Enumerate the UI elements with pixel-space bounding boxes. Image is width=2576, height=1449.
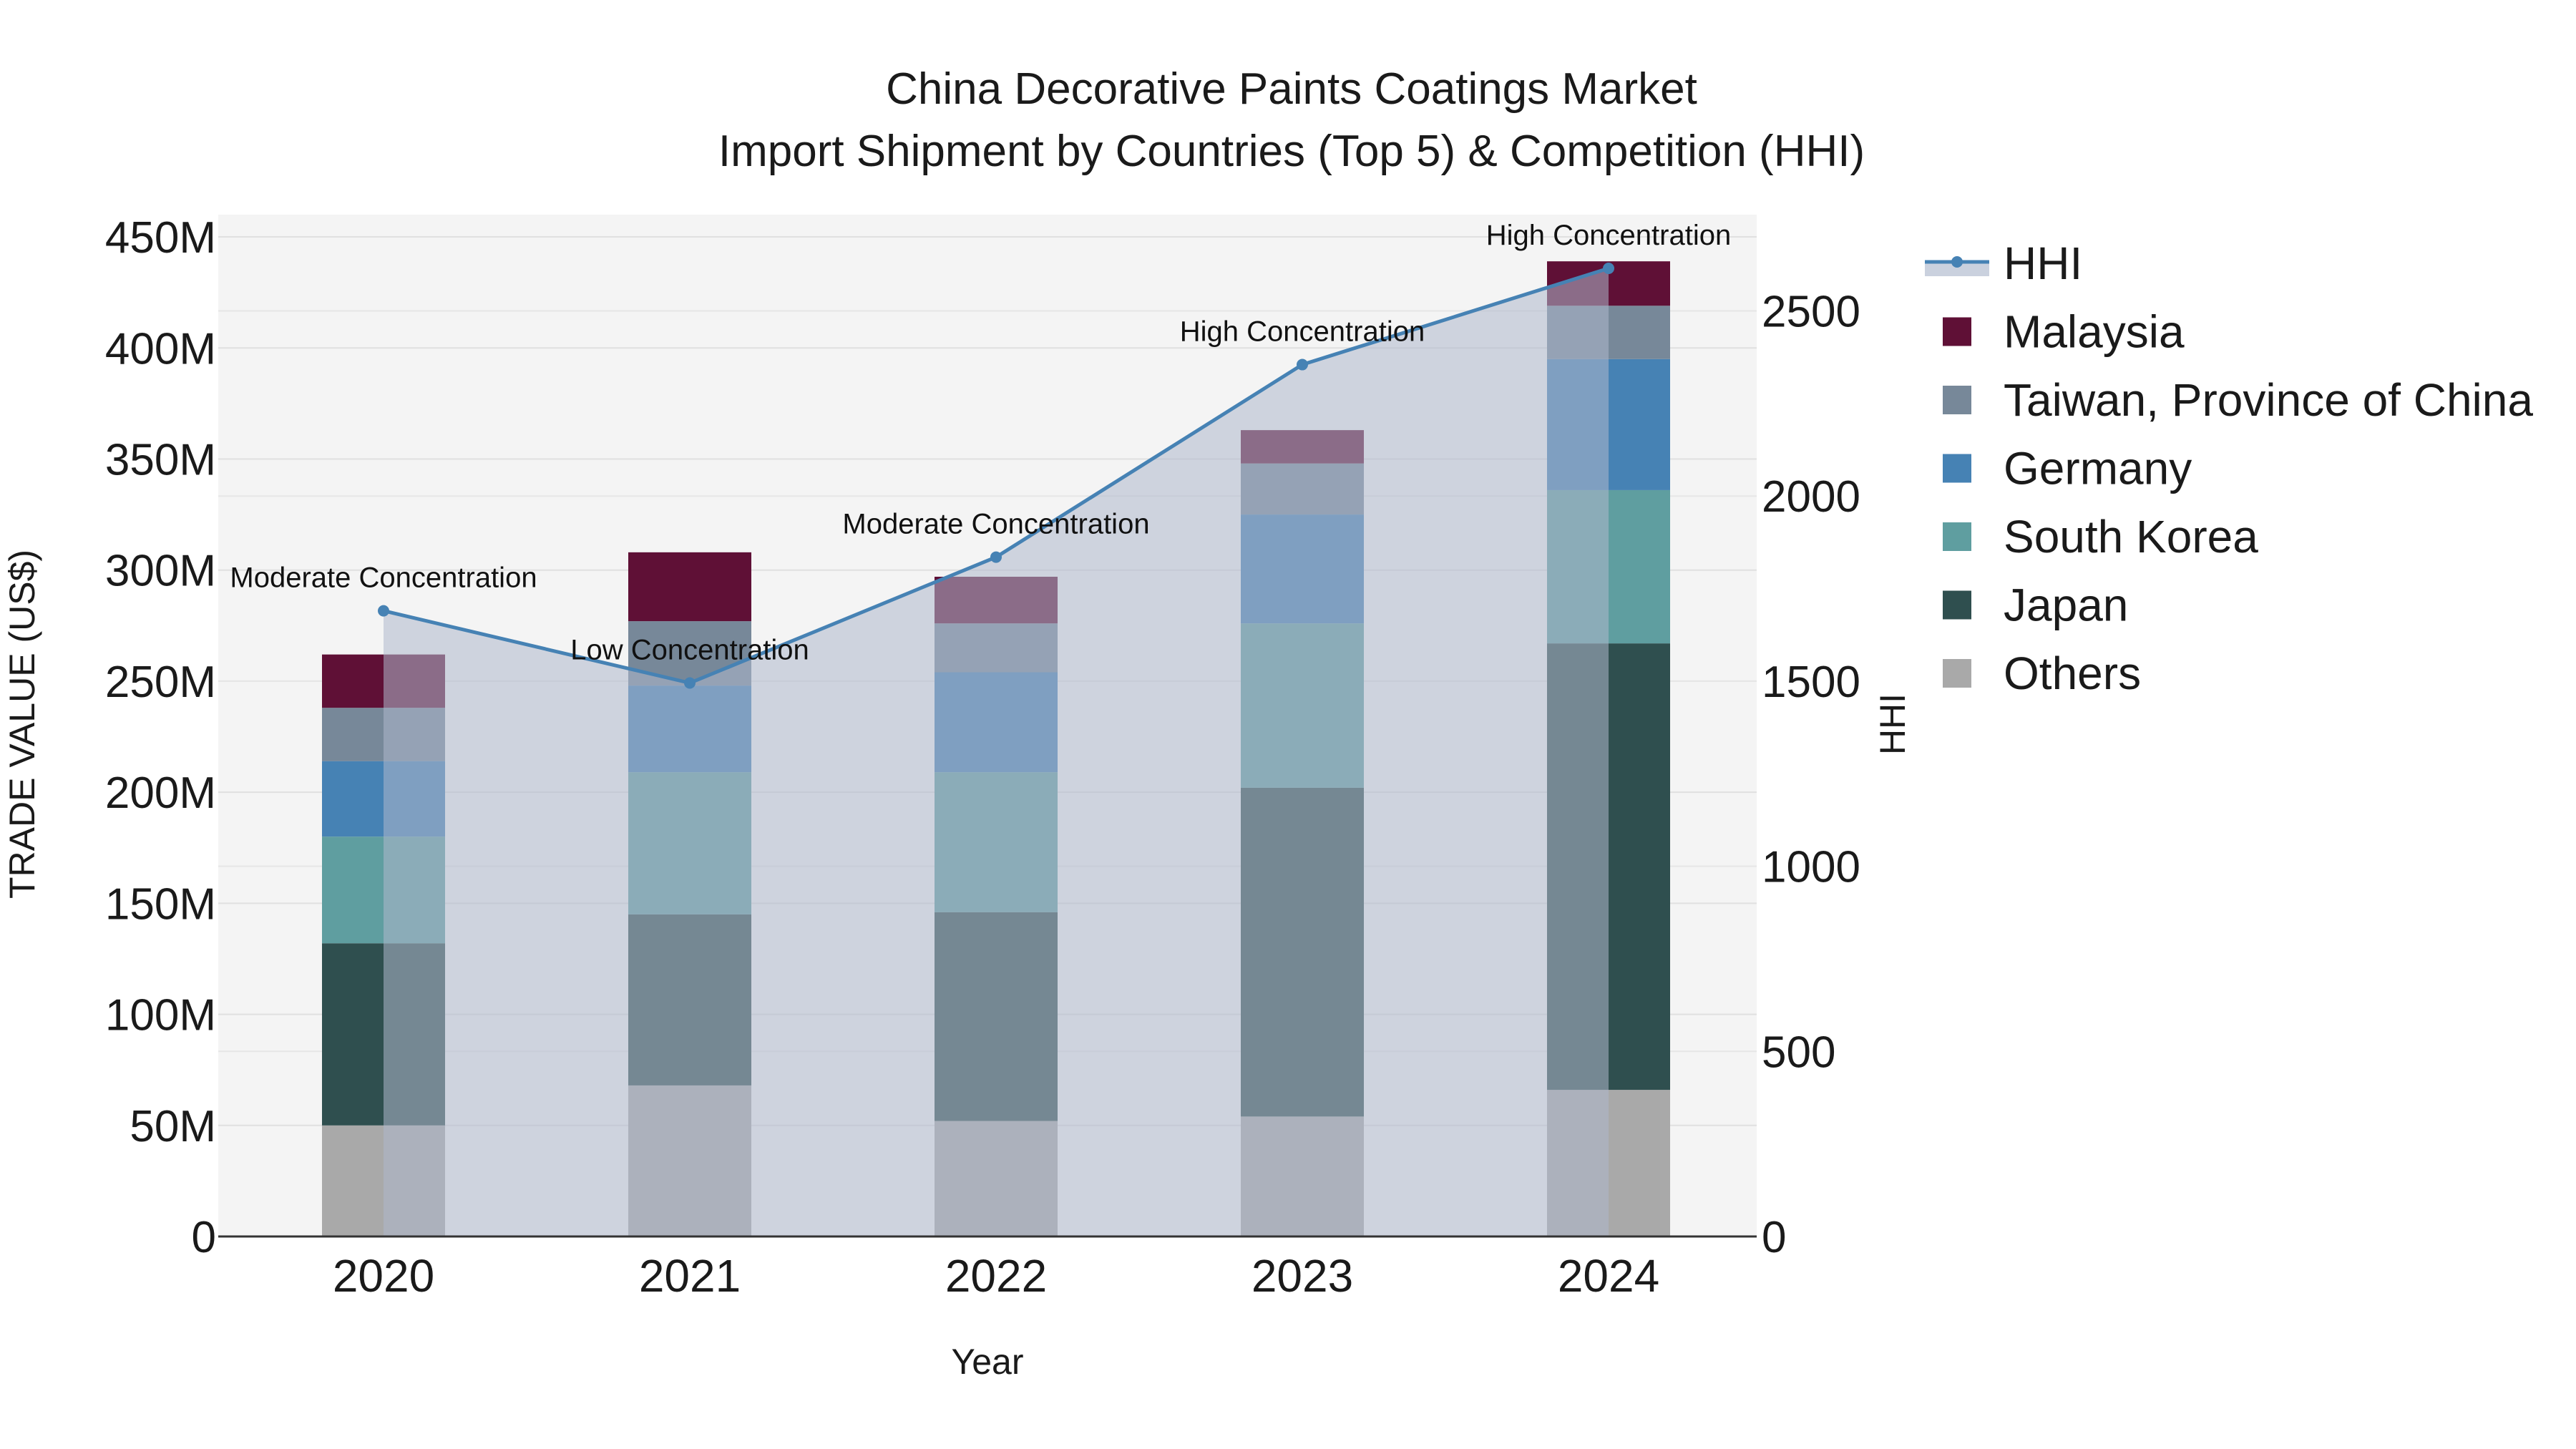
annotations-layer: Moderate Concentration Low Concentration M…: [230, 220, 1731, 665]
y-tick-label: 450M: [105, 213, 216, 263]
hhi-area-layer: [384, 268, 1609, 1236]
y2-tick-label: 2500: [1762, 288, 1860, 337]
y2-tick-label: 1500: [1762, 658, 1860, 707]
legend-item-others[interactable]: Others: [1943, 648, 2141, 699]
legend-swatch-germany: [1943, 454, 1971, 483]
y-tick-label: 350M: [105, 435, 216, 484]
y-tick-label: 150M: [105, 879, 216, 929]
legend-swatch-others: [1943, 659, 1971, 688]
y-axis-title: TRADE VALUE (US$): [2, 550, 42, 899]
legend-item-hhi[interactable]: HHI: [1925, 238, 2082, 289]
hhi-point-2021: [684, 677, 696, 689]
hhi-area-fill: [384, 268, 1609, 1236]
x-tick-label: 2022: [945, 1250, 1047, 1302]
y-tick-label: 300M: [105, 547, 216, 596]
hhi-point-2022: [990, 551, 1002, 563]
bar-malaysia-2021: [628, 552, 751, 622]
x-tick-label: 2024: [1558, 1250, 1659, 1302]
x-tick-label: 2023: [1252, 1250, 1353, 1302]
y2-tick-label: 0: [1762, 1213, 1786, 1262]
hhi-point-2020: [378, 605, 389, 617]
x-axis-title: Year: [951, 1342, 1023, 1382]
hhi-line-layer: [378, 263, 1614, 689]
y2-tick-label: 500: [1762, 1028, 1835, 1077]
chart-title-line1: China Decorative Paints Coatings Market: [886, 64, 1697, 114]
hhi-annotation-2023: High Concentration: [1180, 316, 1425, 348]
legend: HHI Malaysia Taiwan, Province of China Germ…: [1925, 238, 2533, 699]
legend-label-hhi: HHI: [2004, 238, 2082, 289]
y2-tick-label: 1000: [1762, 843, 1860, 892]
x-tick-label: 2020: [333, 1250, 434, 1302]
legend-label-others: Others: [2004, 648, 2141, 699]
hhi-annotation-2022: Moderate Concentration: [842, 509, 1149, 540]
legend-label-taiwan-province-of-china: Taiwan, Province of China: [2004, 374, 2533, 426]
y2-axis-ticks: 0 500 1000 1500 2000 2500: [1762, 288, 1860, 1262]
hhi-point-2023: [1297, 358, 1308, 371]
legend-item-germany[interactable]: Germany: [1943, 443, 2192, 494]
legend-swatch-malaysia: [1943, 317, 1971, 346]
legend-label-malaysia: Malaysia: [2004, 306, 2185, 358]
y-tick-label: 100M: [105, 991, 216, 1040]
y-tick-label: 0: [192, 1213, 216, 1262]
legend-item-malaysia[interactable]: Malaysia: [1943, 306, 2185, 358]
y-tick-label: 200M: [105, 769, 216, 818]
y-axis-ticks: 0 50M 100M 150M 200M 250M 300M 350M 400M 450M: [105, 213, 216, 1262]
legend-label-germany: Germany: [2004, 443, 2192, 494]
legend-swatch-south-korea: [1943, 522, 1971, 551]
legend-item-taiwan-province-of-china[interactable]: Taiwan, Province of China: [1943, 374, 2533, 426]
y-tick-label: 250M: [105, 658, 216, 707]
legend-label-south-korea: South Korea: [2004, 511, 2258, 562]
hhi-annotation-2024: High Concentration: [1486, 220, 1731, 251]
hhi-point-2024: [1603, 263, 1614, 275]
legend-swatch-hhi-area: [1925, 262, 1989, 276]
legend-swatch-japan: [1943, 590, 1971, 620]
hhi-annotation-2020: Moderate Concentration: [230, 562, 537, 594]
legend-swatch-taiwan-province-of-china: [1943, 386, 1971, 414]
legend-item-japan[interactable]: Japan: [1943, 580, 2128, 631]
hhi-annotation-2021: Low Concentration: [570, 635, 809, 666]
legend-item-south-korea[interactable]: South Korea: [1943, 511, 2258, 562]
x-tick-label: 2021: [639, 1250, 741, 1302]
y-tick-label: 50M: [130, 1102, 216, 1151]
y-tick-label: 400M: [105, 324, 216, 374]
x-axis-ticks: 2020 2021 2022 2023 2024: [333, 1250, 1659, 1302]
legend-label-japan: Japan: [2004, 580, 2128, 631]
y2-tick-label: 2000: [1762, 472, 1860, 522]
legend-swatch-hhi-marker: [1951, 256, 1963, 268]
y2-axis-title: HHI: [1873, 693, 1913, 755]
chart-title-line2: Import Shipment by Countries (Top 5) & C…: [718, 127, 1865, 176]
